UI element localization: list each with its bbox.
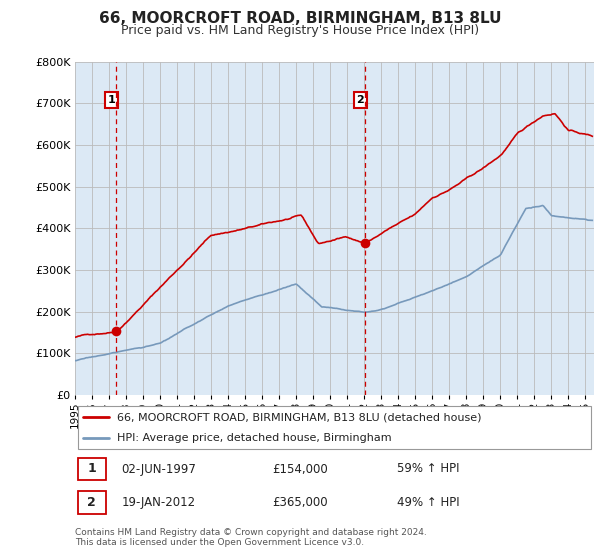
Text: 2: 2 — [88, 496, 96, 509]
Text: 1: 1 — [107, 95, 115, 105]
FancyBboxPatch shape — [77, 492, 106, 514]
Text: Contains HM Land Registry data © Crown copyright and database right 2024.
This d: Contains HM Land Registry data © Crown c… — [75, 528, 427, 547]
FancyBboxPatch shape — [77, 458, 106, 480]
Text: £154,000: £154,000 — [272, 463, 328, 475]
Text: 66, MOORCROFT ROAD, BIRMINGHAM, B13 8LU (detached house): 66, MOORCROFT ROAD, BIRMINGHAM, B13 8LU … — [116, 412, 481, 422]
Text: 19-JAN-2012: 19-JAN-2012 — [122, 496, 196, 509]
Text: 02-JUN-1997: 02-JUN-1997 — [122, 463, 197, 475]
Text: 66, MOORCROFT ROAD, BIRMINGHAM, B13 8LU: 66, MOORCROFT ROAD, BIRMINGHAM, B13 8LU — [99, 11, 501, 26]
Text: Price paid vs. HM Land Registry's House Price Index (HPI): Price paid vs. HM Land Registry's House … — [121, 24, 479, 37]
Text: 2: 2 — [356, 95, 364, 105]
Text: £365,000: £365,000 — [272, 496, 328, 509]
FancyBboxPatch shape — [77, 406, 592, 450]
Text: 49% ↑ HPI: 49% ↑ HPI — [397, 496, 460, 509]
Text: HPI: Average price, detached house, Birmingham: HPI: Average price, detached house, Birm… — [116, 433, 391, 444]
Text: 59% ↑ HPI: 59% ↑ HPI — [397, 463, 459, 475]
Text: 1: 1 — [88, 463, 96, 475]
